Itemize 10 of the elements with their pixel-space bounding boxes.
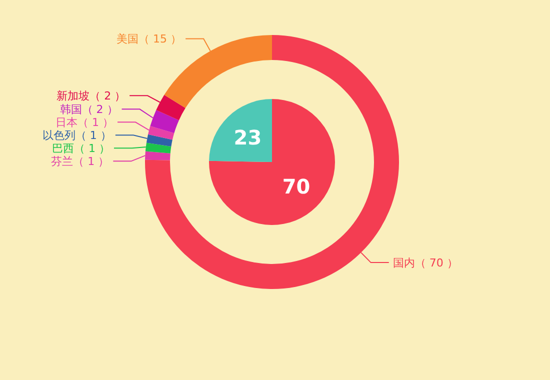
slice-label: 芬兰（ 1 ） [51,155,110,168]
data-label: 23 [234,125,262,150]
data-label: 70 [282,174,310,199]
slice-label: 以色列（ 1 ） [42,129,112,142]
slice-label: 韩国（ 2 ） [60,103,118,116]
slice-label: 国内（ 70 ） [392,256,458,270]
slice-label: 新加坡（ 2 ） [56,90,126,103]
slice-label: 美国（ 15 ） [116,32,182,46]
slice-label: 巴西（ 1 ） [52,142,110,156]
slice-label: 日本（ 1 ） [56,116,114,130]
